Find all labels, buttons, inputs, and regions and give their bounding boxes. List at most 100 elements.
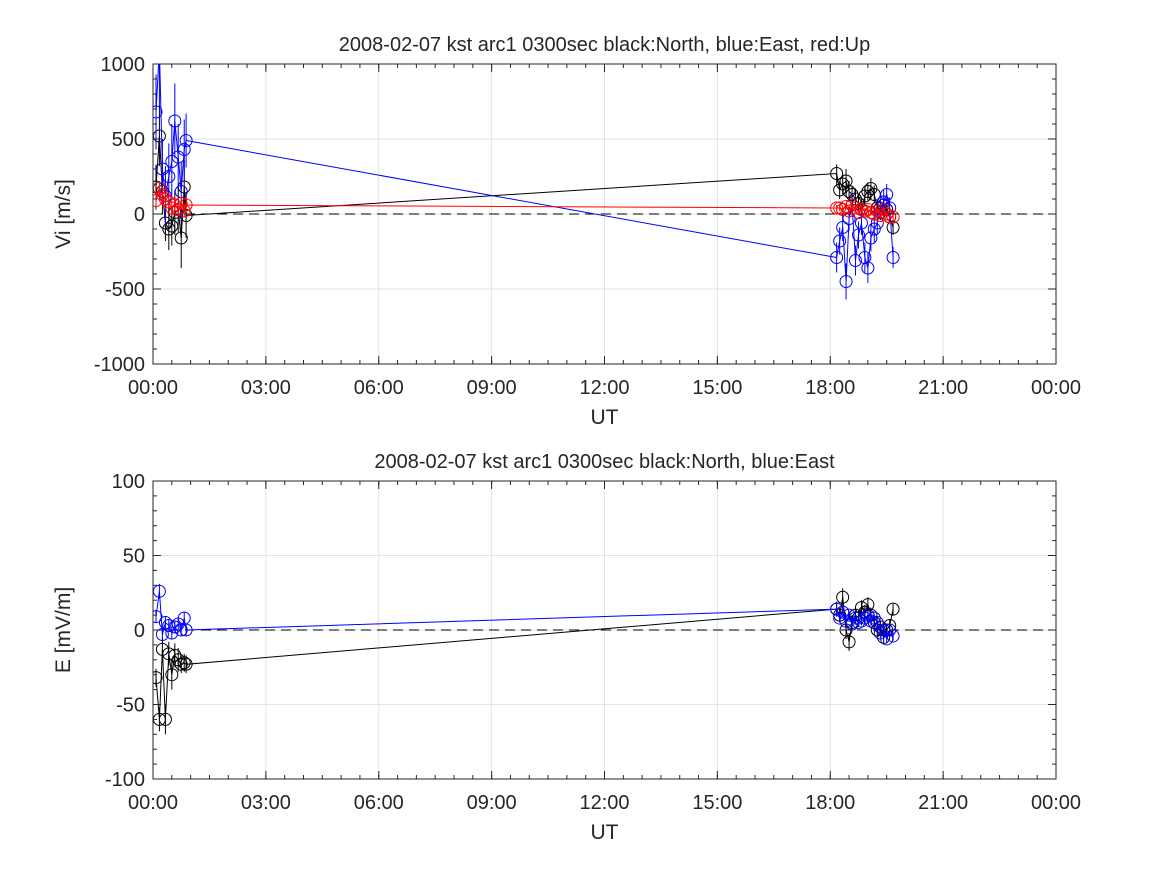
data-point	[168, 648, 182, 662]
data-point	[165, 155, 179, 168]
data-point	[830, 251, 844, 264]
data-point	[168, 114, 182, 128]
series-group	[153, 583, 900, 735]
data-point	[873, 209, 887, 222]
data-point	[155, 642, 169, 656]
x-axis-label: UT	[591, 821, 619, 844]
data-point	[177, 204, 191, 218]
data-point	[171, 203, 185, 216]
data-point	[839, 614, 853, 628]
x-tick-label: 06:00	[354, 792, 404, 814]
x-tick-label: 03:00	[241, 792, 291, 814]
x-tick-label: 03:00	[241, 377, 291, 399]
data-point	[842, 608, 856, 622]
x-tick-label: 15:00	[692, 792, 742, 814]
data-point	[861, 185, 875, 198]
chart-title: 2008-02-07 kst arc1 0300sec black:North,…	[339, 34, 870, 56]
y-tick-label: 100	[112, 471, 145, 493]
y-tick-label: -500	[105, 279, 145, 301]
x-tick-label: 06:00	[354, 377, 404, 399]
series-up	[153, 181, 900, 224]
x-tick-label: 00:00	[128, 792, 178, 814]
x-tick-label: 21:00	[918, 377, 968, 399]
data-point	[848, 254, 862, 267]
data-point	[830, 167, 844, 180]
chart-2: 00:00 03:00 06:00 09:00 12:00 15:00 18:00 21:00…	[52, 451, 1081, 844]
data-point	[877, 623, 891, 637]
data-point	[854, 216, 868, 230]
y-tick-label: -50	[116, 695, 145, 717]
data-point	[836, 221, 850, 234]
data-point	[155, 188, 169, 201]
data-point	[162, 170, 176, 183]
y-tick-label: 500	[112, 129, 145, 151]
y-axis-label: E [mV/m]	[52, 587, 75, 673]
data-point	[165, 626, 179, 640]
data-point	[851, 228, 865, 242]
data-point	[880, 188, 894, 201]
data-point	[886, 629, 900, 643]
data-point	[839, 275, 853, 288]
data-point	[833, 611, 847, 625]
data-point	[851, 616, 865, 630]
y-tick-label: 0	[134, 204, 145, 226]
data-point	[886, 210, 900, 224]
data-point	[174, 231, 188, 245]
y-tick-label: 0	[134, 620, 145, 642]
y-tick-label: 1000	[101, 54, 146, 76]
data-point	[165, 668, 179, 682]
x-tick-label: 21:00	[918, 792, 968, 814]
x-tick-label: 09:00	[467, 377, 517, 399]
data-point	[158, 712, 172, 726]
data-point	[162, 619, 176, 633]
data-point	[177, 143, 191, 156]
data-point	[174, 657, 188, 671]
data-point	[153, 43, 165, 55]
x-tick-label: 18:00	[805, 377, 855, 399]
data-point	[168, 198, 182, 212]
x-tick-label: 12:00	[579, 792, 629, 814]
data-point	[848, 201, 862, 215]
data-point	[839, 200, 853, 213]
data-point	[842, 204, 856, 218]
data-point	[886, 251, 900, 264]
data-point	[858, 611, 872, 625]
data-point	[174, 623, 188, 637]
data-point	[842, 635, 856, 649]
data-point	[162, 222, 176, 236]
chart-1: 00:00 03:00 06:00 09:00 12:00 15:00 18:00 21:00…	[52, 34, 1081, 429]
data-point	[833, 183, 847, 197]
data-point	[155, 627, 169, 641]
data-point	[830, 201, 844, 215]
x-tick-label: 00:00	[1031, 377, 1081, 399]
data-point	[883, 623, 897, 637]
data-point	[867, 611, 881, 625]
data-point	[171, 653, 185, 667]
data-point	[845, 617, 859, 631]
data-point	[153, 671, 163, 685]
data-point	[870, 204, 884, 218]
series-group	[153, 43, 900, 300]
data-point	[177, 656, 191, 670]
data-point	[864, 182, 878, 195]
data-point	[162, 195, 176, 209]
y-axis-label: Vi [m/s]	[52, 179, 75, 249]
data-point	[861, 261, 875, 275]
data-point	[836, 590, 850, 604]
data-point	[864, 614, 878, 628]
x-axis-label: UT	[591, 406, 619, 429]
x-tick-label: 15:00	[692, 377, 742, 399]
data-point	[830, 602, 844, 616]
data-point	[174, 197, 188, 210]
data-point	[886, 602, 900, 616]
x-tick-label: 00:00	[1031, 792, 1081, 814]
data-point	[842, 185, 856, 198]
y-tick-label: 50	[123, 546, 145, 568]
data-point	[179, 198, 193, 212]
data-point	[867, 222, 881, 236]
data-point	[880, 632, 894, 646]
data-point	[880, 207, 894, 221]
data-point	[883, 210, 897, 224]
data-point	[839, 174, 853, 188]
data-point	[833, 234, 847, 248]
